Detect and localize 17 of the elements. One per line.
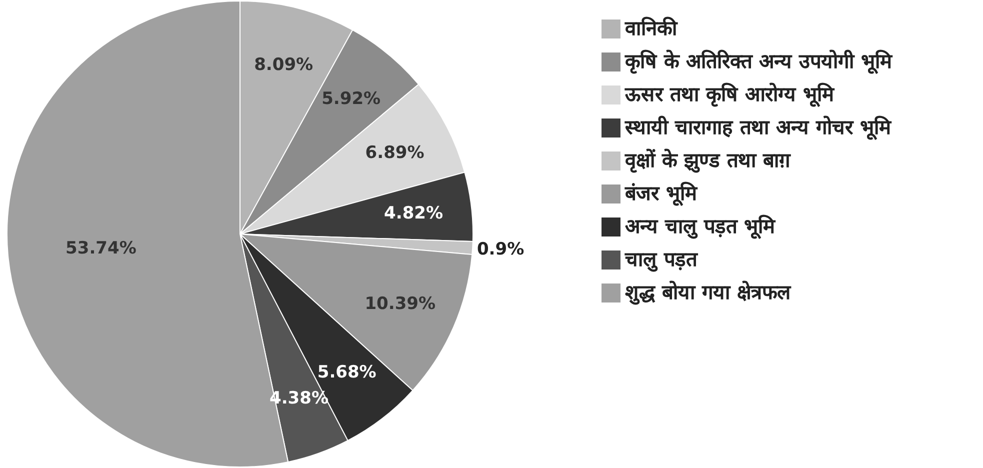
data-label: 53.74% (66, 238, 136, 259)
legend-label: कृषि के अतिरिक्त अन्य उपयोगी भूमि (624, 49, 893, 74)
data-label: 4.82% (384, 203, 444, 224)
legend-label: चालु पड़त (624, 247, 699, 272)
legend-label: वृक्षों के झुण्ड तथा बाग़ (624, 148, 791, 173)
data-label: 6.89% (365, 142, 424, 163)
data-label: 5.92% (322, 89, 381, 110)
legend-label: बंजर भूमि (624, 181, 698, 206)
data-label: 10.39% (364, 294, 436, 314)
legend-label: अन्य चालु पड़त भूमि (625, 214, 776, 239)
legend-label: वानिकी (624, 16, 678, 40)
legend-label: स्थायी चारागाह तथा अन्य गोचर भूमि (624, 115, 892, 140)
data-label: 0.9% (476, 240, 524, 260)
legend-label: ऊसर तथा कृषि आरोग्य भूमि (624, 82, 835, 107)
data-label: 8.09% (254, 54, 314, 75)
legend-label: शुद्ध बोया गया क्षेत्रफल (625, 280, 792, 305)
data-label: 5.68% (317, 362, 376, 382)
